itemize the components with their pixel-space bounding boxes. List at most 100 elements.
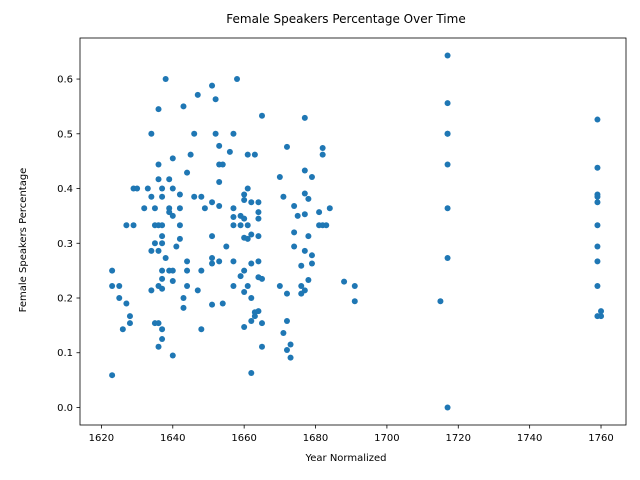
data-point xyxy=(351,298,358,305)
x-tick-label: 1740 xyxy=(517,433,542,444)
data-point xyxy=(319,151,326,158)
data-point xyxy=(287,354,294,361)
data-point xyxy=(291,229,298,236)
data-point xyxy=(219,300,226,307)
data-point xyxy=(159,326,166,333)
data-point xyxy=(598,313,605,320)
data-point xyxy=(130,222,137,229)
data-point xyxy=(159,222,166,229)
data-point xyxy=(594,282,601,289)
data-point xyxy=(159,240,166,247)
data-point xyxy=(162,255,169,262)
data-point xyxy=(308,260,315,267)
data-point xyxy=(209,260,216,267)
data-point xyxy=(248,369,255,376)
data-point xyxy=(298,262,305,269)
data-point xyxy=(155,320,162,327)
y-tick-label: 0.1 xyxy=(57,348,73,359)
data-point xyxy=(173,243,180,250)
data-point xyxy=(276,282,283,289)
data-point xyxy=(280,193,287,200)
data-point xyxy=(301,247,308,254)
data-point xyxy=(437,298,444,305)
data-point xyxy=(283,290,290,297)
data-point xyxy=(155,106,162,113)
data-point xyxy=(180,295,187,302)
data-point xyxy=(151,205,158,212)
data-point xyxy=(148,287,155,294)
data-point xyxy=(184,258,191,265)
data-point xyxy=(126,320,133,327)
data-point xyxy=(323,222,330,229)
data-point xyxy=(159,275,166,282)
data-point xyxy=(151,240,158,247)
data-point xyxy=(159,185,166,192)
y-tick-label: 0.6 xyxy=(57,75,73,86)
data-point xyxy=(283,347,290,354)
data-point xyxy=(244,151,251,158)
data-point xyxy=(176,222,183,229)
data-point xyxy=(159,336,166,343)
plot-frame xyxy=(79,37,627,426)
data-point xyxy=(123,222,130,229)
data-point xyxy=(169,185,176,192)
data-point xyxy=(301,114,308,121)
data-point xyxy=(226,148,233,155)
x-tick-label: 1640 xyxy=(160,433,185,444)
data-point xyxy=(216,178,223,185)
data-point xyxy=(119,326,126,333)
data-point xyxy=(241,267,248,274)
data-point xyxy=(216,258,223,265)
data-point xyxy=(248,199,255,206)
data-point xyxy=(230,213,237,220)
data-point xyxy=(444,161,451,168)
data-point xyxy=(155,343,162,350)
data-point xyxy=(305,276,312,283)
data-point xyxy=(444,205,451,212)
chart-title: Female Speakers Percentage Over Time xyxy=(226,12,465,26)
data-point xyxy=(251,151,258,158)
data-point xyxy=(230,205,237,212)
data-point xyxy=(594,116,601,123)
data-point xyxy=(598,308,605,315)
x-axis-title: Year Normalized xyxy=(304,453,386,464)
data-point xyxy=(244,235,251,242)
data-point xyxy=(209,82,216,89)
data-point xyxy=(223,243,230,250)
data-point xyxy=(241,324,248,331)
data-point xyxy=(594,258,601,265)
data-point xyxy=(244,282,251,289)
data-point xyxy=(308,252,315,259)
data-point xyxy=(319,145,326,152)
data-point xyxy=(191,193,198,200)
data-point xyxy=(169,155,176,162)
data-point xyxy=(305,195,312,202)
data-point xyxy=(241,197,248,204)
data-point xyxy=(298,282,305,289)
data-point xyxy=(155,247,162,254)
data-point xyxy=(283,317,290,324)
data-point xyxy=(444,52,451,59)
data-point xyxy=(444,130,451,137)
y-tick-label: 0.5 xyxy=(57,129,73,140)
data-point xyxy=(176,205,183,212)
data-point xyxy=(209,255,216,262)
data-point xyxy=(116,295,123,302)
data-point xyxy=(230,258,237,265)
data-point xyxy=(287,341,294,348)
data-point xyxy=(169,267,176,274)
data-point xyxy=(148,247,155,254)
data-point xyxy=(255,215,262,222)
data-point xyxy=(248,260,255,267)
data-point xyxy=(255,308,262,315)
data-point xyxy=(259,343,265,350)
data-point xyxy=(159,233,166,240)
data-point xyxy=(305,233,312,240)
data-point xyxy=(241,288,248,295)
y-tick-label: 0.3 xyxy=(57,239,73,250)
data-point xyxy=(169,278,176,285)
data-point xyxy=(244,222,251,229)
data-point xyxy=(283,143,290,150)
